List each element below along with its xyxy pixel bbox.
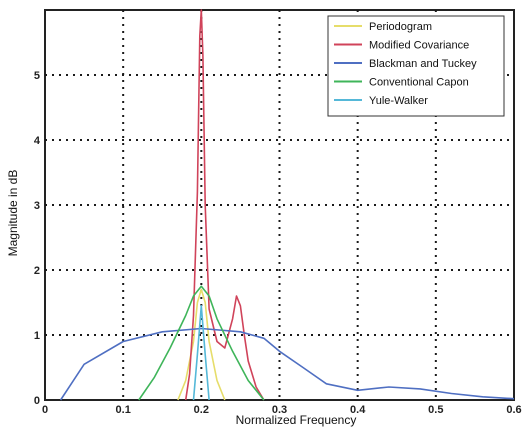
legend-label: Yule-Walker — [369, 95, 428, 107]
x-tick-label: 0.1 — [116, 404, 131, 416]
y-tick-label: 3 — [34, 200, 40, 212]
legend: Periodogram Modified Covariance Blackman a… — [327, 15, 505, 117]
x-tick-label: 0.3 — [272, 404, 287, 416]
x-tick-label: 0.4 — [350, 404, 366, 416]
series-line-conventional-capon — [138, 285, 265, 401]
legend-label: Conventional Capon — [369, 77, 469, 89]
legend-label: Modified Covariance — [369, 40, 469, 52]
y-axis-label: Magnitude in dB — [6, 170, 20, 257]
series-line-blackman-and-tuckey — [59, 327, 515, 401]
y-tick-label: 0 — [34, 395, 40, 407]
legend-label: Blackman and Tuckey — [369, 58, 477, 70]
x-tick-label: 0.2 — [194, 404, 209, 416]
y-tick-label: 1 — [34, 330, 40, 342]
x-tick-label: 0 — [42, 404, 48, 416]
x-axis-label: Normalized Frequency — [236, 413, 357, 427]
series-group — [59, 9, 515, 401]
series-line-periodogram — [177, 288, 226, 401]
y-tick-label: 2 — [34, 265, 40, 277]
x-tick-label: 0.5 — [428, 404, 443, 416]
y-tick-label: 4 — [34, 135, 41, 147]
y-axis: 0 1 2 3 4 5 — [34, 70, 41, 407]
series-line-yule-walker — [192, 304, 210, 401]
y-tick-label: 5 — [34, 70, 40, 82]
legend-label: Periodogram — [369, 21, 432, 33]
series-line-modified-covariance — [184, 9, 265, 401]
x-tick-label: 0.6 — [506, 404, 521, 416]
x-axis: 0 0.1 0.2 0.3 0.4 0.5 0.6 — [42, 404, 522, 416]
